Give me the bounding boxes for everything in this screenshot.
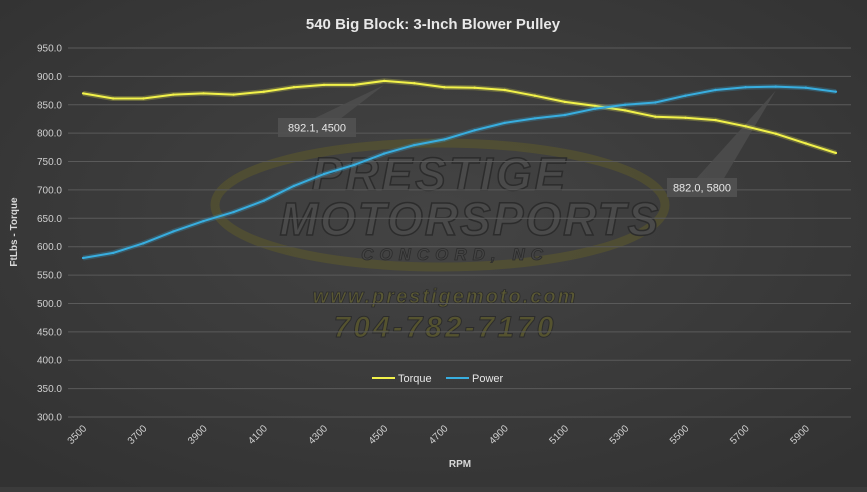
data-point-power	[714, 88, 717, 92]
series-line-torque	[82, 79, 837, 154]
data-point-power	[262, 199, 265, 202]
y-tick-label: 300.0	[37, 413, 62, 424]
y-tick-label: 700.0	[37, 185, 62, 196]
data-point-power	[322, 172, 326, 176]
data-point-power	[473, 129, 476, 132]
data-point-power	[774, 85, 777, 88]
data-point-power	[413, 143, 416, 147]
watermark-swoosh	[210, 138, 670, 272]
data-point-torque	[714, 118, 717, 122]
data-point-torque	[503, 88, 506, 92]
y-tick-label: 900.0	[37, 72, 62, 83]
y-axis-ticks: 300.0 350.0 400.0 450.0 500.0 550.0 600.0 650.0…	[37, 44, 62, 424]
y-tick-label: 600.0	[37, 242, 62, 253]
y-tick-label: 550.0	[37, 271, 62, 282]
legend-label-power: Power	[472, 373, 504, 385]
callout-label: 892.1, 4500	[288, 123, 346, 135]
y-tick-label: 750.0	[37, 157, 62, 168]
data-point-torque	[623, 109, 627, 112]
watermark-line5: 704-782-7170	[334, 311, 557, 344]
data-point-power	[533, 117, 536, 120]
data-point-power	[81, 256, 85, 260]
y-tick-label: 850.0	[37, 100, 62, 111]
callouts: 892.1, 4500 882.0, 5800	[278, 84, 776, 197]
y-tick-label: 400.0	[37, 356, 62, 367]
watermark-line1: PRESTIGE	[312, 148, 569, 200]
data-point-power	[232, 210, 235, 214]
data-point-power	[623, 103, 627, 107]
data-point-torque	[232, 93, 235, 96]
data-point-torque	[774, 132, 777, 135]
y-tick-label: 500.0	[37, 299, 62, 310]
data-point-torque	[383, 79, 386, 83]
legend-label-torque: Torque	[398, 373, 432, 385]
data-point-power	[654, 101, 657, 104]
callout-box	[667, 178, 737, 197]
data-point-torque	[172, 93, 175, 96]
callout-box	[278, 118, 356, 137]
y-tick-label: 650.0	[37, 214, 62, 225]
data-point-power	[744, 86, 747, 89]
data-point-torque	[533, 94, 536, 97]
y-tick-label: 950.0	[37, 44, 62, 55]
data-point-torque	[112, 97, 115, 100]
data-point-torque	[142, 97, 145, 100]
data-point-power	[563, 113, 567, 117]
data-point-torque	[563, 100, 567, 104]
data-point-power	[443, 138, 446, 141]
series-line-power	[82, 85, 837, 259]
data-point-power	[202, 219, 205, 223]
data-point-power	[593, 107, 597, 110]
data-point-power	[292, 184, 296, 188]
data-point-torque	[684, 116, 687, 120]
data-point-torque	[473, 86, 476, 89]
callout-pointer	[695, 90, 776, 180]
data-point-torque	[744, 125, 747, 128]
series-lines	[81, 78, 838, 261]
data-point-torque	[804, 142, 807, 145]
data-point-torque	[81, 92, 85, 95]
watermark-line4: www.prestigemoto.com	[313, 286, 578, 308]
data-point-torque	[593, 104, 597, 108]
data-point-torque	[834, 151, 838, 155]
data-point-torque	[292, 86, 296, 89]
watermark-logo: PRESTIGE MOTORSPORTS CONCORD, NC www.pre…	[210, 138, 670, 345]
data-point-power	[503, 121, 506, 125]
data-point-power	[684, 94, 687, 97]
data-point-torque	[413, 82, 416, 85]
data-point-torque	[202, 92, 205, 95]
y-tick-label: 800.0	[37, 129, 62, 140]
chart-title: 540 Big Block: 3-Inch Blower Pulley	[306, 16, 561, 33]
data-point-power	[172, 230, 175, 233]
data-point-power	[352, 163, 356, 167]
data-point-power	[804, 86, 807, 89]
y-axis-title: FtLbs - Torque	[9, 197, 20, 267]
watermark-line2: MOTORSPORTS	[280, 193, 661, 245]
data-point-power	[383, 152, 386, 155]
y-tick-label: 350.0	[37, 384, 62, 395]
data-point-torque	[352, 83, 356, 87]
watermark-line3: CONCORD, NC	[361, 245, 549, 264]
data-point-power	[112, 251, 115, 255]
x-axis-title: RPM	[449, 459, 471, 470]
data-point-power	[142, 242, 145, 245]
data-point-torque	[262, 90, 265, 93]
callout-pointer	[310, 84, 385, 120]
data-point-torque	[654, 115, 657, 118]
data-point-power	[834, 90, 838, 93]
data-point-torque	[443, 86, 446, 89]
data-point-torque	[322, 83, 326, 87]
y-tick-label: 450.0	[37, 327, 62, 338]
legend: Torque Power	[372, 373, 504, 385]
callout-label: 882.0, 5800	[673, 183, 731, 195]
